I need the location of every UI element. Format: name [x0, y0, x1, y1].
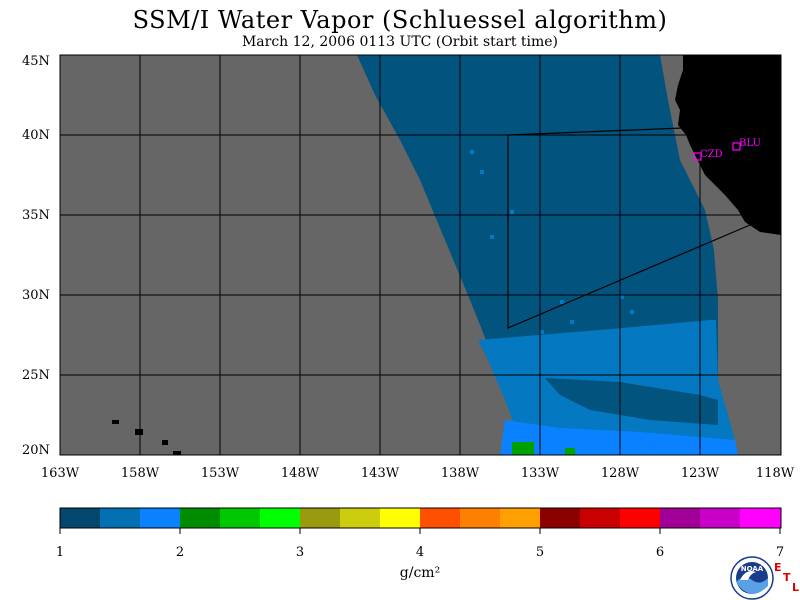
hawaii-islands: [112, 420, 181, 455]
lon-label: 133W: [520, 466, 560, 481]
lon-label: 118W: [755, 466, 795, 481]
colorbar-swatch: [260, 508, 301, 528]
colorbar-tick-label: 2: [175, 545, 185, 560]
colorbar-swatch: [740, 508, 781, 528]
map-frame: [59, 54, 782, 456]
svg-text:NOAA: NOAA: [741, 565, 764, 573]
station-blu-label: BLU: [739, 138, 761, 149]
lat-label: 45N: [22, 54, 50, 69]
land-mass: [675, 55, 781, 235]
swath-dark-streak: [545, 378, 718, 425]
lon-label: 138W: [440, 466, 480, 481]
lon-label: 128W: [600, 466, 640, 481]
colorbar-swatch: [100, 508, 141, 528]
colorbar-tick-label: 5: [535, 545, 545, 560]
colorbar-swatch: [500, 508, 541, 528]
swath-dark-band: [357, 55, 718, 400]
lat-label: 25N: [22, 368, 50, 383]
lon-label: 163W: [40, 466, 80, 481]
colorbar-swatch: [180, 508, 221, 528]
colorbar: [60, 508, 781, 528]
lon-label: 148W: [280, 466, 320, 481]
etl-logo: E T L: [774, 561, 800, 594]
swath-scatter-pixels: [470, 150, 684, 354]
lon-label: 158W: [120, 466, 160, 481]
station-czd-label: CZD: [700, 149, 723, 160]
grid-lines: [60, 55, 781, 455]
lat-label: 35N: [22, 208, 50, 223]
colorbar-tick-label: 7: [775, 545, 785, 560]
colorbar-swatch: [420, 508, 461, 528]
colorbar-tick-label: 6: [655, 545, 665, 560]
lat-label: 20N: [22, 443, 50, 458]
lon-label: 123W: [680, 466, 720, 481]
colorbar-units: g/cm²: [399, 565, 441, 581]
lon-label: 143W: [360, 466, 400, 481]
colorbar-ticks: [59, 528, 781, 534]
colorbar-swatch: [580, 508, 621, 528]
colorbar-swatch: [340, 508, 381, 528]
lat-label: 40N: [22, 128, 50, 143]
chart-title: SSM/I Water Vapor (Schluessel algorithm): [132, 6, 668, 34]
colorbar-swatch: [300, 508, 341, 528]
colorbar-swatch: [140, 508, 181, 528]
swath-green-patch: [565, 448, 575, 455]
station-blu-marker: [732, 142, 741, 151]
colorbar-swatch: [540, 508, 581, 528]
colorbar-swatch: [380, 508, 421, 528]
chart-subtitle: March 12, 2006 0113 UTC (Orbit start tim…: [241, 34, 559, 50]
swath-green-patch: [512, 442, 534, 455]
colorbar-swatch: [460, 508, 501, 528]
noaa-logo: NOAA: [730, 556, 774, 600]
colorbar-tick-label: 3: [295, 545, 305, 560]
station-czd-marker: [693, 152, 702, 161]
colorbar-swatch: [660, 508, 701, 528]
lat-label: 30N: [22, 288, 50, 303]
colorbar-swatch: [220, 508, 261, 528]
colorbar-swatch: [620, 508, 661, 528]
colorbar-tick-label: 4: [415, 545, 425, 560]
colorbar-tick-label: 1: [55, 545, 65, 560]
swath-light-band: [500, 420, 738, 455]
swath-mid-patch: [580, 330, 710, 365]
colorbar-swatch: [700, 508, 741, 528]
domain-outline: [507, 127, 751, 329]
colorbar-swatch: [60, 508, 101, 528]
lon-label: 153W: [200, 466, 240, 481]
